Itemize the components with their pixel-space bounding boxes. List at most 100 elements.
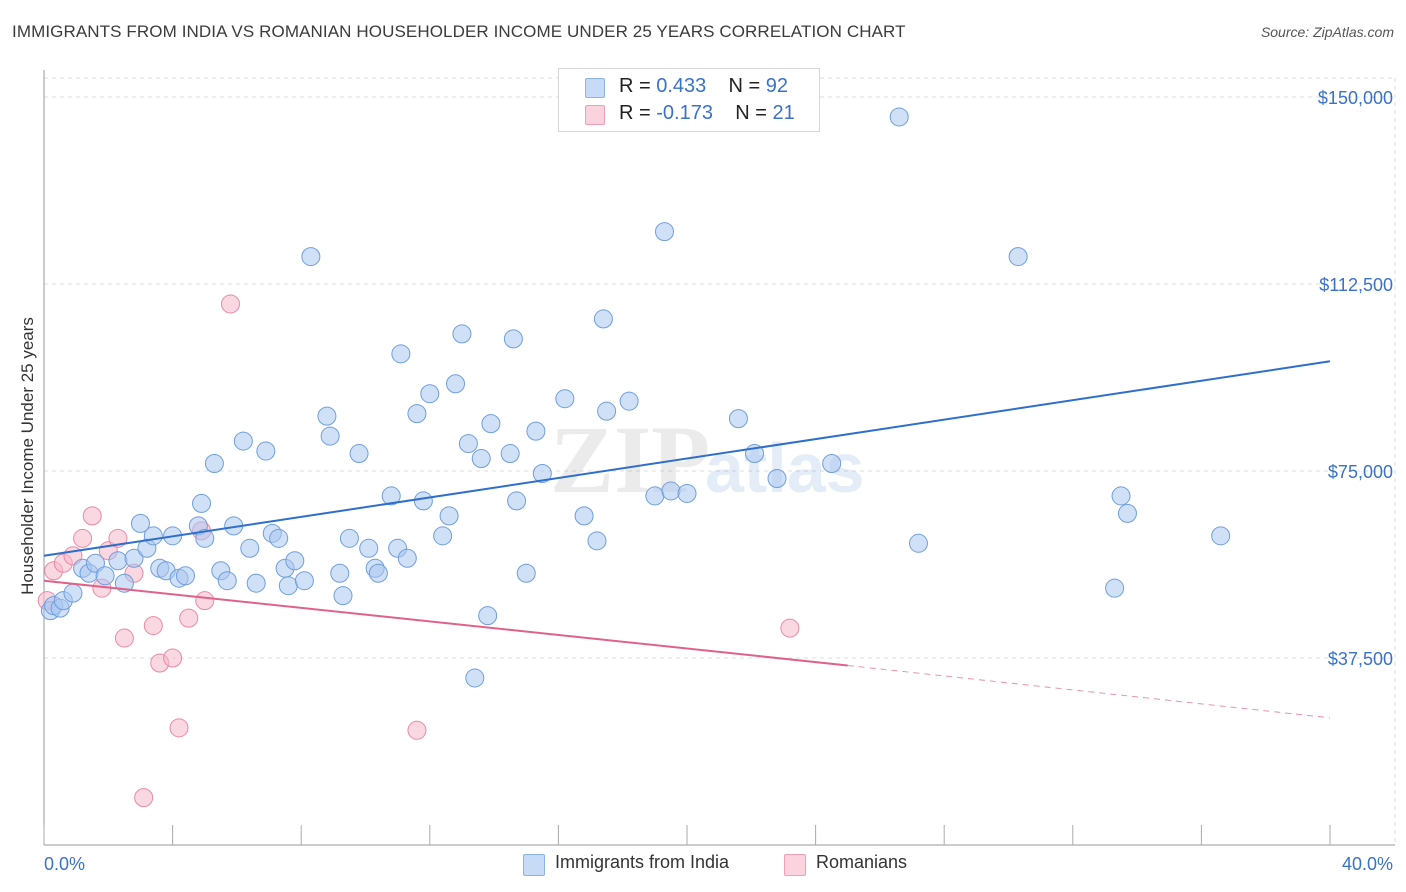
point-india bbox=[63, 583, 83, 603]
point-india bbox=[597, 401, 617, 421]
point-india bbox=[574, 506, 594, 526]
point-india bbox=[175, 566, 195, 586]
legend-r-label: R = bbox=[619, 102, 651, 124]
point-india bbox=[481, 414, 501, 434]
point-india bbox=[452, 324, 472, 344]
point-india bbox=[124, 548, 144, 568]
legend-n-label: N = bbox=[735, 102, 767, 124]
point-india bbox=[130, 513, 150, 533]
chart-title: IMMIGRANTS FROM INDIA VS ROMANIAN HOUSEH… bbox=[12, 22, 906, 41]
point-india bbox=[728, 409, 748, 429]
point-india bbox=[645, 486, 665, 506]
point-romanians bbox=[134, 788, 154, 808]
point-india bbox=[446, 374, 466, 394]
point-india bbox=[433, 526, 453, 546]
legend-r-label: R = bbox=[619, 75, 651, 97]
trend-line-india bbox=[43, 360, 1331, 557]
point-india bbox=[195, 528, 215, 548]
legend-r-value: 0.433 bbox=[656, 75, 707, 97]
y-axis-label: Householder Income Under 25 years bbox=[18, 317, 37, 595]
point-india bbox=[246, 573, 266, 593]
point-india bbox=[256, 441, 276, 461]
point-romanians bbox=[195, 591, 215, 611]
point-romanians bbox=[73, 528, 93, 548]
y-tick-label: $37,500 bbox=[1328, 649, 1393, 669]
axes bbox=[43, 70, 1395, 846]
axis-labels: $37,500 $75,000 $112,500 $150,000 0.0% 40.0% H… bbox=[18, 88, 1393, 874]
bottom-legend-swatch-india bbox=[523, 854, 545, 876]
point-india bbox=[204, 454, 224, 474]
point-india bbox=[587, 531, 607, 551]
x-tick-label-max: 40.0% bbox=[1342, 854, 1393, 874]
point-india bbox=[555, 389, 575, 409]
trend-line-romanians bbox=[43, 579, 848, 667]
point-india bbox=[317, 406, 337, 426]
point-romanians bbox=[163, 648, 183, 668]
point-india bbox=[407, 404, 427, 424]
y-tick-label: $112,500 bbox=[1319, 275, 1393, 295]
point-india bbox=[95, 566, 115, 586]
y-tick-label: $75,000 bbox=[1328, 462, 1393, 482]
watermark: ZIP atlas bbox=[550, 406, 865, 513]
point-india bbox=[532, 463, 552, 483]
point-india bbox=[465, 668, 485, 688]
point-india bbox=[339, 528, 359, 548]
point-romanians bbox=[143, 616, 163, 636]
point-india bbox=[1105, 578, 1125, 598]
point-india bbox=[240, 538, 260, 558]
point-india bbox=[269, 528, 289, 548]
bottom-legend-label-romanians: Romanians bbox=[816, 852, 908, 872]
point-india bbox=[285, 551, 305, 571]
watermark-atlas: atlas bbox=[705, 429, 865, 507]
point-india bbox=[661, 481, 681, 501]
point-india bbox=[767, 468, 787, 488]
trend-lines bbox=[43, 360, 1331, 719]
point-india bbox=[503, 329, 523, 349]
legend-swatch-romanians bbox=[585, 105, 605, 125]
point-india bbox=[516, 563, 536, 583]
legend-n-label: N = bbox=[728, 75, 761, 97]
point-india bbox=[217, 571, 237, 591]
point-india bbox=[478, 606, 498, 626]
point-india bbox=[114, 573, 134, 593]
legend-n-value: 21 bbox=[772, 102, 795, 124]
y-tick-label: $150,000 bbox=[1318, 88, 1393, 108]
point-india bbox=[1008, 247, 1028, 267]
point-india bbox=[233, 431, 253, 451]
legend-n-value: 92 bbox=[765, 75, 789, 97]
point-india bbox=[458, 434, 478, 454]
point-romanians bbox=[179, 608, 199, 628]
point-india bbox=[1211, 526, 1231, 546]
point-india bbox=[192, 493, 212, 513]
point-india bbox=[301, 247, 321, 267]
point-india bbox=[108, 551, 128, 571]
point-india bbox=[677, 483, 697, 503]
point-india bbox=[391, 344, 411, 364]
point-romanians bbox=[82, 506, 102, 526]
bottom-legend-swatch-romanians bbox=[784, 854, 806, 876]
point-romanians bbox=[220, 294, 240, 314]
point-india bbox=[420, 384, 440, 404]
point-india bbox=[349, 444, 369, 464]
series-india bbox=[40, 107, 1231, 688]
point-india bbox=[889, 107, 909, 127]
source-attribution: Source: ZipAtlas.com bbox=[1260, 24, 1394, 40]
point-india bbox=[619, 391, 639, 411]
point-india bbox=[500, 444, 520, 464]
point-romanians bbox=[114, 628, 134, 648]
stats-legend: R = 0.433 N = 92 R = -0.173 N = 21 bbox=[558, 68, 820, 132]
point-romanians bbox=[169, 718, 189, 738]
trend-line-romanians-extrapolated bbox=[847, 664, 1331, 719]
point-india bbox=[439, 506, 459, 526]
point-romanians bbox=[407, 720, 427, 740]
point-india bbox=[593, 309, 613, 329]
legend-r-value: -0.173 bbox=[656, 102, 713, 124]
point-india bbox=[333, 586, 353, 606]
point-india bbox=[359, 538, 379, 558]
point-india bbox=[1111, 486, 1131, 506]
point-india bbox=[413, 491, 433, 511]
point-romanians bbox=[108, 528, 128, 548]
point-india bbox=[397, 548, 417, 568]
point-india bbox=[381, 486, 401, 506]
